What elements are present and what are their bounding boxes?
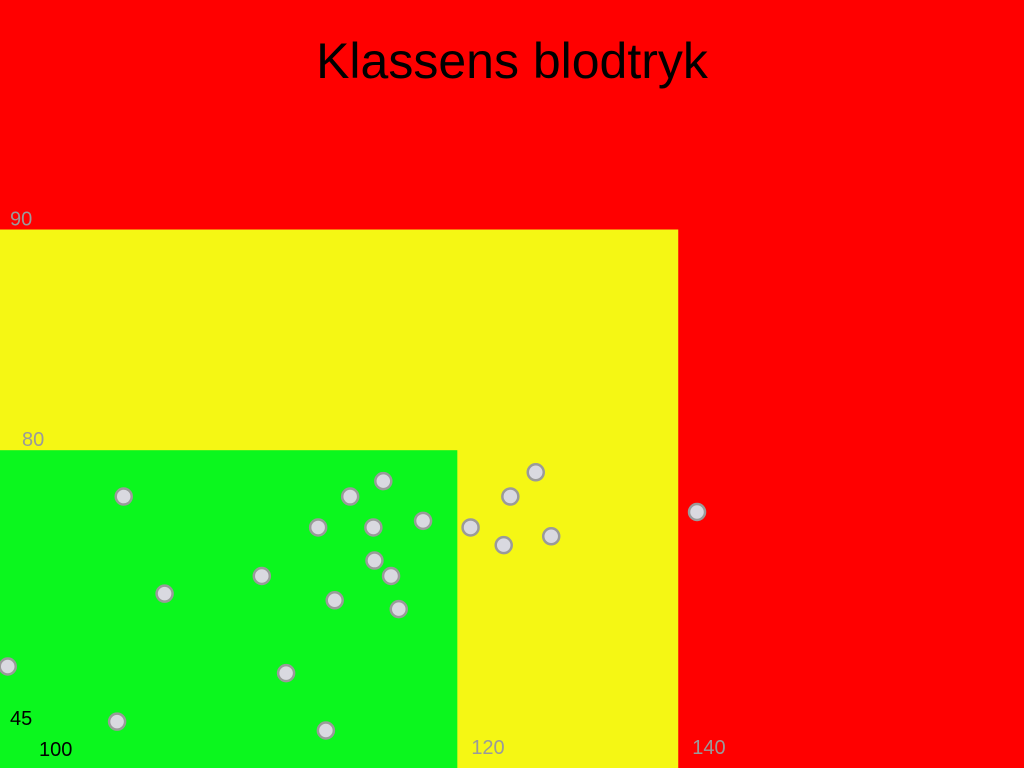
point <box>340 487 360 506</box>
point <box>526 463 545 482</box>
point <box>107 712 127 731</box>
point <box>541 527 561 546</box>
point <box>308 518 328 537</box>
chart-title: Klassens blodtryk <box>316 33 709 89</box>
point <box>316 721 336 740</box>
x-tick-label: 140 <box>692 737 725 759</box>
y-tick-label: 90 <box>10 209 32 231</box>
point <box>501 487 520 506</box>
point <box>687 502 707 522</box>
point <box>494 535 513 555</box>
y-origin-label: 45 <box>10 708 32 730</box>
point <box>461 518 480 537</box>
point <box>0 657 17 676</box>
point <box>155 584 174 603</box>
point <box>381 566 401 586</box>
point <box>276 663 296 683</box>
point <box>413 511 433 531</box>
point <box>252 566 272 586</box>
point <box>364 518 383 537</box>
point <box>389 599 409 619</box>
point <box>325 591 344 610</box>
point <box>114 487 133 506</box>
point <box>365 551 384 570</box>
x-tick-label: 120 <box>471 737 504 759</box>
zone <box>0 450 458 768</box>
y-tick-label: 80 <box>22 429 44 451</box>
x-origin-label: 100 <box>39 739 72 761</box>
point <box>374 471 393 491</box>
